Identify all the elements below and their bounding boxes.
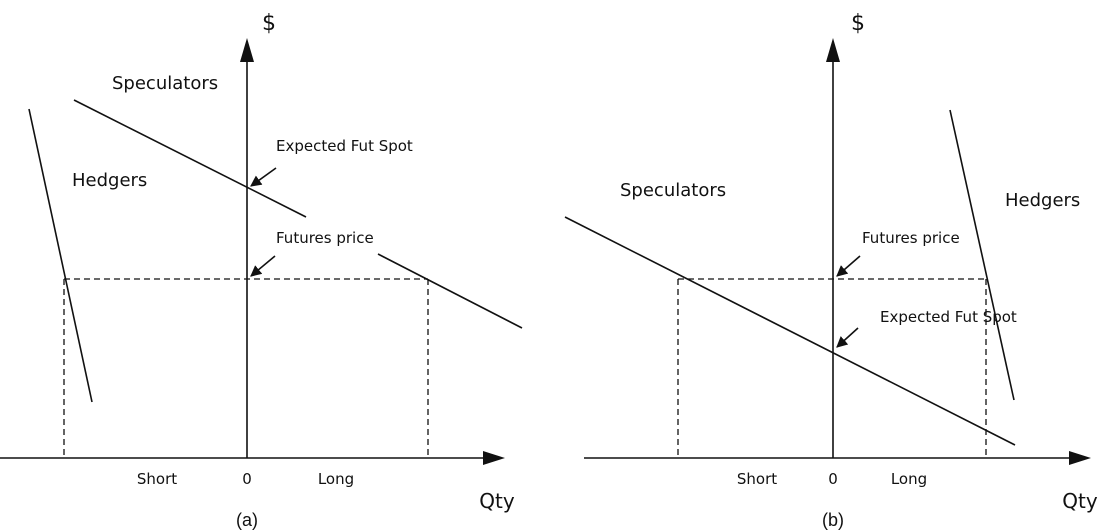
panel-b: $ Speculators Hedgers Futures price Expe… xyxy=(564,11,1098,530)
currency-label-a: $ xyxy=(262,11,276,36)
futures-price-arrow-b xyxy=(836,255,861,277)
futures-price-label-b: Futures price xyxy=(862,229,960,247)
qty-label-a: Qty xyxy=(479,489,515,513)
y-axis-arrowhead-b xyxy=(826,38,840,62)
x-axis-arrowhead-a xyxy=(483,451,505,465)
speculators-line-b xyxy=(564,216,1016,446)
expected-spot-label-b: Expected Fut Spot xyxy=(880,308,1017,326)
futures-price-label-a: Futures price xyxy=(276,229,374,247)
expected-spot-arrow-a xyxy=(250,167,277,187)
short-label-a: Short xyxy=(137,470,177,488)
panel-caption-b: (b) xyxy=(822,510,844,530)
futures-price-arrow-a xyxy=(250,255,276,277)
hedgers-label-a: Hedgers xyxy=(72,170,147,191)
expected-spot-label-a: Expected Fut Spot xyxy=(276,137,413,155)
expected-spot-arrow-b xyxy=(836,327,859,348)
x-axis-arrowhead-b xyxy=(1069,451,1091,465)
long-label-a: Long xyxy=(318,470,354,488)
short-label-b: Short xyxy=(737,470,777,488)
speculators-label-b: Speculators xyxy=(620,180,726,201)
zero-label-b: 0 xyxy=(828,470,838,488)
currency-label-b: $ xyxy=(851,11,865,36)
speculators-line-a-upper xyxy=(73,99,307,218)
hedgers-line-b xyxy=(949,109,1015,401)
zero-label-a: 0 xyxy=(242,470,252,488)
hedgers-label-b: Hedgers xyxy=(1005,190,1080,211)
panel-caption-a: (a) xyxy=(236,510,258,530)
panel-a: $ Speculators Hedgers Expected Fut Spot … xyxy=(0,11,523,530)
speculators-label-a: Speculators xyxy=(112,73,218,94)
long-label-b: Long xyxy=(891,470,927,488)
speculators-line-a-lower xyxy=(377,253,523,329)
y-axis-arrowhead-a xyxy=(240,38,254,62)
hedgers-line-a xyxy=(28,108,93,403)
qty-label-b: Qty xyxy=(1062,489,1098,513)
